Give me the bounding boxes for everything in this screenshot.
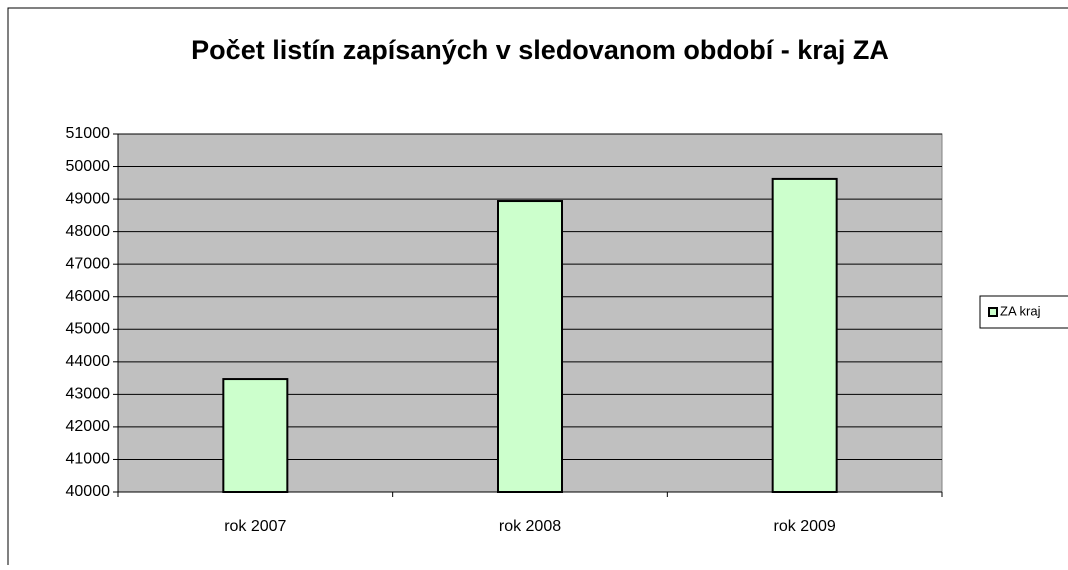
y-tick-label: 46000 — [66, 288, 111, 305]
bar — [771, 177, 838, 493]
y-tick-label: 51000 — [66, 125, 111, 142]
y-tick-label: 40000 — [66, 483, 111, 500]
y-tick-label: 48000 — [66, 223, 111, 240]
bar — [497, 200, 563, 493]
legend-swatch — [988, 307, 998, 317]
y-tick-label: 47000 — [66, 255, 111, 272]
legend-label: ZA kraj — [1000, 303, 1041, 318]
x-tick-label: rok 2008 — [499, 518, 561, 535]
y-tick-label: 50000 — [66, 158, 111, 175]
y-tick-label: 42000 — [66, 418, 111, 435]
y-tick-label: 49000 — [66, 190, 111, 207]
bar — [222, 378, 289, 493]
y-tick-label: 45000 — [66, 320, 111, 337]
chart-title: Počet listín zapísaných v sledovanom obd… — [191, 35, 889, 65]
y-tick-label: 41000 — [66, 451, 111, 468]
y-tick-label: 43000 — [66, 386, 111, 403]
x-tick-label: rok 2007 — [224, 518, 286, 535]
x-tick-label: rok 2009 — [774, 518, 836, 535]
y-tick-label: 44000 — [66, 353, 111, 370]
